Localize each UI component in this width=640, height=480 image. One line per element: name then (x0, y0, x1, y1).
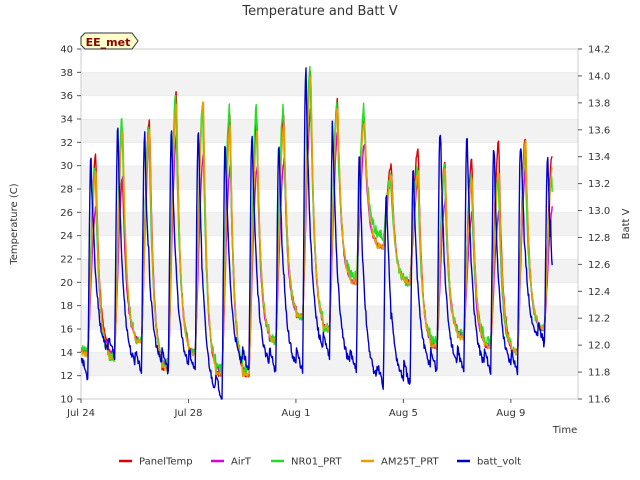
y-axis-right: 11.6 11.8 12.0 12.2 12.4 12.6 12.8 13.0 13.2 13.4… (578, 45, 610, 406)
y2-tick-label: 13.2 (588, 179, 610, 190)
legend-label: AirT (231, 457, 252, 468)
chart-title: Temperature and Batt V (241, 4, 397, 19)
grid-band (81, 95, 578, 119)
grid-band (81, 212, 578, 236)
series-line-am25t-prt (81, 76, 553, 378)
plot-frame (80, 48, 579, 400)
y2-tick-label: 12.4 (588, 287, 610, 298)
x-tick-label: Jul 28 (173, 408, 202, 419)
grid-band (81, 72, 578, 96)
y-axis-left: 10 12 14 16 18 20 22 24 26 28 30 32 34 36 38 40 (60, 45, 81, 406)
grid-band (81, 165, 578, 189)
grid-band (81, 235, 578, 259)
x-tick-label: Aug 1 (281, 408, 310, 419)
y-tick-label: 40 (60, 45, 73, 56)
y-tick-label: 36 (60, 91, 73, 102)
y2-tick-label: 13.6 (588, 125, 610, 136)
y2-tick-label: 12.2 (588, 314, 610, 325)
grid-band (81, 119, 578, 143)
y-axis-label: Temperature (C) (9, 183, 20, 265)
legend-label: AM25T_PRT (381, 457, 440, 468)
x-tick-label: Aug 5 (389, 408, 418, 419)
site-label-box: EE_met (80, 32, 139, 50)
y-tick-label: 16 (60, 325, 73, 336)
legend-label: NR01_PRT (291, 457, 342, 468)
grid-band (81, 375, 578, 399)
y2-tick-label: 11.6 (588, 395, 610, 406)
y-tick-label: 10 (60, 395, 73, 406)
x-axis: Jul 24 Jul 28 Aug 1 Aug 5 Aug 9 (66, 399, 525, 419)
y2-tick-label: 13.0 (588, 206, 610, 217)
y-tick-label: 34 (60, 115, 73, 126)
y2-tick-label: 13.8 (588, 98, 610, 109)
y-tick-label: 32 (60, 138, 73, 149)
y-tick-label: 24 (60, 231, 73, 242)
y-tick-label: 22 (60, 255, 73, 266)
y2-tick-label: 12.0 (588, 341, 610, 352)
x-tick-label: Jul 24 (66, 408, 95, 419)
y2-tick-label: 13.4 (588, 152, 610, 163)
y2-tick-label: 12.8 (588, 233, 610, 244)
x-axis-label: Time (552, 425, 577, 436)
y2-tick-label: 12.6 (588, 260, 610, 271)
y2-axis-label: Batt V (621, 208, 632, 239)
y-tick-label: 38 (60, 68, 73, 79)
legend-label: batt_volt (477, 457, 521, 468)
y2-tick-label: 14.0 (588, 71, 610, 82)
grid-band (81, 352, 578, 376)
legend-label: PanelTemp (139, 457, 193, 468)
y-tick-label: 20 (60, 278, 73, 289)
y2-tick-label: 14.2 (588, 45, 610, 56)
series-line-batt-volt (80, 67, 553, 400)
y-tick-label: 18 (60, 301, 73, 312)
series-lines (80, 65, 553, 400)
y-tick-label: 28 (60, 185, 73, 196)
legend: PanelTemp AirT NR01_PRT AM25T_PRT batt_volt (119, 457, 521, 468)
grid-band (81, 282, 578, 306)
x-tick-label: Aug 9 (496, 408, 525, 419)
site-label: EE_met (86, 36, 131, 49)
grid-band (81, 49, 578, 73)
y-tick-label: 26 (60, 208, 73, 219)
y2-tick-label: 11.8 (588, 368, 610, 379)
grid-band (81, 189, 578, 213)
y-tick-label: 30 (60, 161, 73, 172)
y-tick-label: 12 (60, 371, 73, 382)
y-tick-label: 14 (60, 348, 73, 359)
grid-band (81, 259, 578, 283)
grid-band (81, 142, 578, 166)
